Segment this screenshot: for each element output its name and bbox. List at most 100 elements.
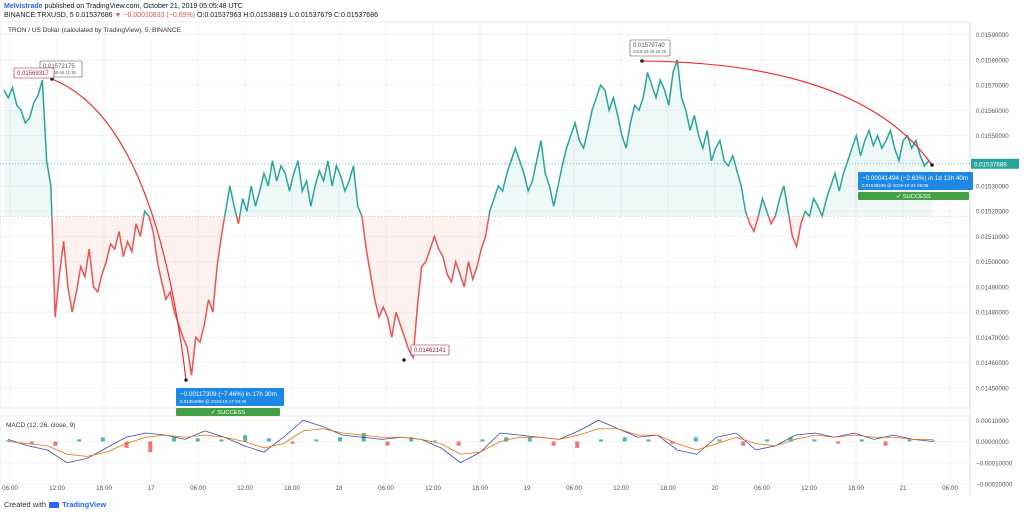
x-tick-label: 21 [899, 485, 907, 492]
x-tick-label: 18:00 [284, 485, 300, 492]
svg-text:0.01569317: 0.01569317 [17, 71, 49, 77]
macd-hist-bar [314, 439, 319, 442]
y-tick-label: 0.01530000 [976, 183, 1009, 190]
macd-hist-bar [859, 439, 864, 442]
svg-text:0.01454866 @ 2019-10-17 04:45: 0.01454866 @ 2019-10-17 04:45 [180, 399, 247, 404]
macd-hist-bar [77, 439, 82, 442]
svg-text:0.01462141: 0.01462141 [414, 348, 446, 354]
tradingview-logo-icon [49, 501, 60, 508]
tradingview-brand[interactable]: TradingView [62, 500, 107, 509]
price-series-up [3, 59, 934, 217]
measurement-callout-2: −0.00041494 (−2.63%) in 1d 13h 40m0.0153… [858, 172, 973, 200]
svg-text:−0.00041494 (−2.63%) in 1d 13h: −0.00041494 (−2.63%) in 1d 13h 40m [862, 175, 968, 182]
x-tick-label: 18:00 [96, 485, 112, 492]
note-label-1: 0.01569317 [13, 67, 55, 79]
macd-hist-bar [598, 439, 603, 442]
svg-text:2019-10-16 11:15: 2019-10-16 11:15 [43, 70, 76, 75]
price-change: −0.00010633 (−0.69%) [123, 12, 196, 19]
header-line-1: Melvistrade published on TradingView.com… [4, 2, 243, 11]
note-low: 0.01462141 [410, 344, 450, 356]
x-tick-label: 06:00 [566, 485, 582, 492]
y-tick-label: 0.01510000 [976, 234, 1009, 241]
macd-hist-bar [741, 441, 746, 446]
svg-text:0.01538246 @ 2019-10-21 05:05: 0.01538246 @ 2019-10-21 05:05 [862, 183, 929, 188]
macd-y-tick-label: −0.00020000 [976, 482, 1013, 489]
macd-hist-bar [124, 441, 129, 448]
svg-text:0.01579740: 0.01579740 [633, 43, 665, 49]
svg-text:0.01572175: 0.01572175 [43, 64, 75, 70]
macd-hist-bar [717, 439, 722, 442]
y-tick-label: 0.01570000 [976, 83, 1009, 90]
signal-line [7, 428, 933, 457]
y-tick-label: 0.01500000 [976, 259, 1009, 266]
macd-hist-bar [219, 439, 224, 442]
x-tick-label: 18 [335, 485, 343, 492]
macd-hist-bar [456, 441, 461, 446]
created-with-text: Created with [4, 500, 47, 509]
x-tick-label: 17 [147, 485, 155, 492]
footer: Created with TradingView [4, 500, 106, 509]
x-tick-label: 12:00 [425, 485, 441, 492]
macd-hist-bar [53, 441, 58, 446]
up-area-fill [4, 59, 933, 217]
price-series-down [51, 216, 823, 376]
x-tick-label: 06:00 [2, 485, 18, 492]
y-tick-label: 0.01550000 [976, 133, 1009, 140]
svg-text:0.01537686: 0.01537686 [974, 161, 1007, 168]
macd-hist-bar [172, 437, 177, 442]
macd-line [7, 419, 934, 464]
arc-point [640, 59, 644, 63]
macd-hist-bar [266, 438, 271, 442]
svg-text:✓ SUCCESS: ✓ SUCCESS [896, 194, 931, 200]
x-tick-label: 12:00 [237, 485, 253, 492]
x-tick-label: 06:00 [754, 485, 770, 492]
macd-hist-bar [480, 439, 485, 442]
x-tick-label: 18:00 [660, 485, 676, 492]
x-tick-label: 12:00 [49, 485, 65, 492]
measurement-callout-1: −0.00117309 (−7.46%) in 17h 30m0.0145486… [176, 388, 284, 416]
symbol-info: BINANCE:TRXUSD, 5 0.01537686 [4, 12, 113, 19]
y-tick-label: 0.01490000 [976, 284, 1009, 291]
price-chart[interactable]: 0.01590000 0.01580000 0.01570000 0.01560000… [0, 0, 1024, 500]
macd-hist-bar [432, 440, 437, 442]
y-tick-label: 0.01580000 [976, 57, 1009, 64]
down-triangle-icon: ▼ [114, 12, 122, 19]
svg-text:2019-10-19 15:25: 2019-10-19 15:25 [633, 49, 667, 54]
macd-hist-bar [409, 437, 414, 442]
x-tick-label: 06:00 [378, 485, 394, 492]
ohlc-values: O:0.01537963 H:0.01538819 L:0.01537679 C… [196, 12, 378, 19]
macd-hist-bar [504, 437, 509, 442]
macd-hist-bar [551, 441, 556, 446]
macd-hist-bar [812, 439, 817, 442]
x-tick-label: 06:00 [190, 485, 206, 492]
y-tick-label: 0.01470000 [976, 335, 1009, 342]
y-tick-label: 0.01460000 [976, 360, 1009, 367]
y-tick-label: 0.01560000 [976, 108, 1009, 115]
decline-arc-1 [51, 78, 187, 381]
macd-y-tick-label: −0.00010000 [976, 460, 1013, 467]
current-price-tag: 0.01537686 [971, 158, 1019, 169]
x-tick-label: 18:00 [848, 485, 864, 492]
svg-text:−0.00117309 (−7.46%) in 17h 30: −0.00117309 (−7.46%) in 17h 30m [180, 391, 277, 398]
macd-hist-bar [6, 440, 10, 442]
x-tick-label: 12:00 [801, 485, 817, 492]
x-tick-label: 19 [523, 485, 531, 492]
y-tick-label: 0.01590000 [976, 32, 1009, 39]
arc-point [184, 378, 188, 382]
macd-hist-bar [338, 437, 343, 442]
decline-arc-2 [641, 60, 933, 166]
macd-y-tick-label: 0.00000000 [976, 439, 1009, 446]
macd-hist-bar [907, 439, 912, 442]
author-name[interactable]: Melvistrade [4, 3, 43, 10]
macd-hist-bar [290, 441, 295, 444]
macd-hist-bar [622, 437, 627, 442]
macd-title: MACD (12, 26, close, 9) [6, 422, 75, 429]
svg-text:✓ SUCCESS: ✓ SUCCESS [211, 410, 246, 416]
macd-hist-bar [693, 437, 698, 442]
x-tick-label: 12:00 [613, 485, 629, 492]
down-area-fill [4, 216, 933, 376]
arc-point [402, 358, 406, 362]
macd-hist-bar [788, 437, 793, 442]
macd-hist-bar [670, 441, 675, 444]
